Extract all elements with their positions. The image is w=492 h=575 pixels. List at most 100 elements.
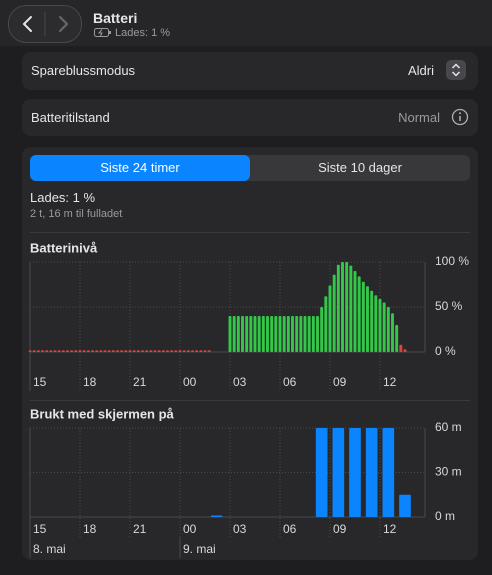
page-subtitle: Lades: 1 %	[115, 27, 171, 39]
bar	[107, 350, 111, 352]
bar	[82, 350, 86, 352]
bar	[386, 307, 390, 352]
bar	[49, 350, 53, 352]
bar	[328, 285, 332, 352]
bar	[128, 350, 132, 352]
bar	[199, 350, 203, 352]
status-subtitle: 2 t, 16 m til fulladet	[30, 208, 123, 220]
bar	[303, 316, 307, 352]
chart-title: Brukt med skjermen på	[30, 406, 175, 421]
bar	[274, 316, 278, 352]
x-tick-label: 06	[283, 522, 297, 536]
bar	[403, 349, 407, 352]
bar	[149, 350, 153, 352]
bar	[336, 264, 340, 352]
date-label: 9. mai	[183, 542, 216, 556]
bar	[166, 350, 169, 352]
bar	[120, 350, 124, 352]
bar	[266, 316, 269, 352]
bar	[241, 316, 244, 352]
bar	[257, 316, 261, 352]
bar	[145, 350, 149, 352]
bar	[278, 316, 282, 352]
bar	[170, 350, 174, 352]
setting-row	[22, 99, 478, 136]
x-tick-label: 06	[283, 375, 297, 389]
bar	[253, 316, 257, 352]
bar	[315, 428, 328, 517]
nav-icons	[22, 12, 69, 36]
bar	[191, 350, 194, 352]
page-title: Batteri	[93, 10, 138, 26]
setting-value: Normal	[398, 110, 440, 125]
y-tick-label: 60 m	[435, 420, 462, 434]
bar	[391, 313, 394, 352]
bar	[324, 296, 328, 352]
bar	[249, 316, 253, 352]
bar	[74, 350, 78, 352]
bar	[361, 281, 365, 352]
bar	[91, 350, 94, 352]
bar	[382, 428, 395, 517]
bar	[353, 271, 357, 352]
bar	[366, 286, 369, 352]
bar	[345, 262, 349, 352]
bar	[332, 274, 336, 352]
bar	[349, 265, 353, 352]
stepper[interactable]	[446, 60, 466, 80]
setting-value[interactable]: Aldri	[407, 63, 434, 78]
bar	[320, 307, 324, 352]
bar	[195, 350, 199, 352]
bar	[236, 316, 240, 352]
bar	[136, 350, 140, 352]
bar	[207, 350, 211, 352]
x-tick-label: 21	[133, 522, 147, 536]
toolbar	[0, 0, 492, 46]
bar	[370, 290, 374, 352]
separator	[30, 400, 470, 401]
date-label: 8. mai	[33, 542, 66, 556]
forward-button[interactable]	[59, 16, 69, 32]
bar	[103, 350, 107, 352]
chart-title: Batterinivå	[30, 240, 98, 255]
y-tick-label: 0 m	[435, 509, 455, 523]
bar	[341, 262, 344, 352]
y-tick-label: 50 %	[435, 299, 463, 313]
x-tick-label: 12	[383, 375, 397, 389]
x-tick-label: 12	[383, 522, 397, 536]
setting-row	[22, 52, 478, 90]
bar	[395, 325, 399, 352]
bar	[132, 350, 136, 352]
bar	[99, 350, 103, 352]
x-tick-label: 18	[83, 375, 97, 389]
bar	[57, 350, 61, 352]
bar	[36, 350, 40, 352]
y-tick-label: 30 m	[435, 465, 462, 479]
status-title: Lades: 1 %	[30, 190, 96, 205]
bar	[382, 302, 386, 352]
bar	[203, 350, 207, 352]
bar	[53, 350, 57, 352]
x-tick-label: 18	[83, 522, 97, 536]
history-panel	[22, 147, 478, 560]
bar	[282, 316, 286, 352]
tab-selected[interactable]: Siste 24 timer	[30, 155, 250, 181]
bar	[157, 350, 161, 352]
bar	[378, 298, 382, 352]
back-button[interactable]	[22, 16, 32, 32]
bar	[78, 350, 82, 352]
y-tick-label: 100 %	[435, 254, 469, 268]
bar	[86, 350, 90, 352]
bar	[70, 350, 74, 352]
bar	[232, 316, 236, 352]
bar	[28, 350, 32, 352]
setting-label: Batteritilstand	[31, 110, 110, 125]
tab[interactable]: Siste 10 dager	[318, 160, 402, 175]
bar	[174, 350, 178, 352]
bar	[186, 350, 190, 352]
bar	[332, 428, 345, 517]
info-button[interactable]	[451, 108, 469, 126]
bar	[32, 350, 36, 352]
